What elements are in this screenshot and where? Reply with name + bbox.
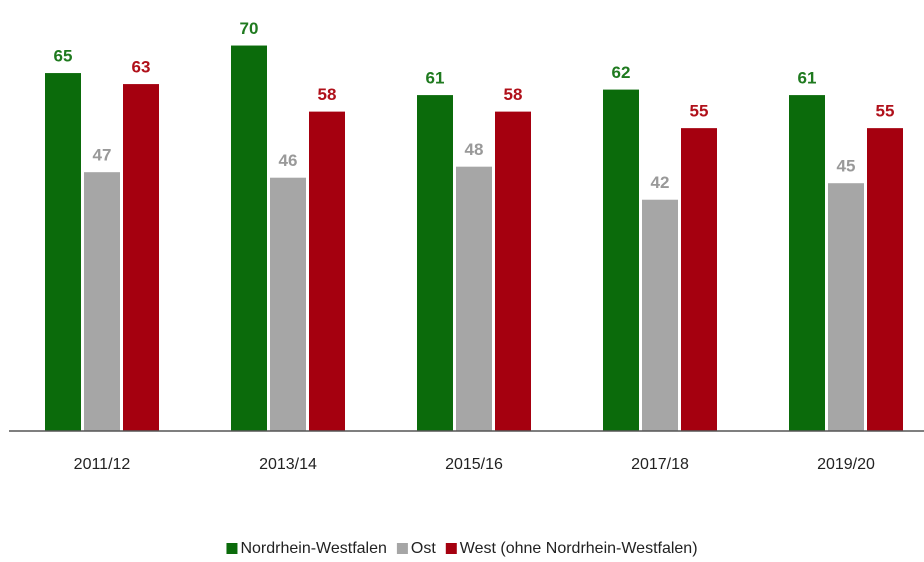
x-tick-label: 2019/20 [817, 456, 875, 473]
bar [45, 73, 81, 432]
bar [417, 95, 453, 432]
x-tick-label: 2013/14 [259, 456, 317, 473]
bar [603, 89, 639, 431]
value-label: 46 [279, 151, 298, 170]
legend-swatch [226, 543, 238, 554]
value-label: 45 [837, 157, 856, 176]
legend-label: West (ohne Nordrhein-Westfalen) [460, 540, 698, 557]
bar [231, 45, 267, 432]
bar [828, 183, 864, 431]
bar [681, 128, 717, 431]
bar [123, 84, 159, 431]
legend-swatch [396, 543, 408, 554]
value-label: 62 [612, 63, 631, 82]
bar [456, 166, 492, 431]
value-label: 48 [465, 140, 484, 159]
value-label: 65 [54, 47, 73, 66]
legend-label: Nordrhein-Westfalen [240, 540, 386, 557]
value-label: 63 [132, 58, 151, 77]
value-label: 42 [651, 173, 670, 192]
value-label: 58 [318, 85, 337, 104]
value-label: 55 [876, 102, 895, 121]
x-tick-label: 2011/12 [74, 456, 131, 473]
value-label: 70 [240, 19, 259, 38]
bar [84, 172, 120, 432]
bar [495, 111, 531, 431]
value-label: 61 [798, 69, 817, 88]
bar [867, 128, 903, 431]
bar [270, 177, 306, 431]
value-label: 55 [690, 102, 709, 121]
value-label: 58 [504, 85, 523, 104]
bar [309, 111, 345, 431]
x-tick-label: 2015/16 [445, 456, 503, 473]
value-label: 47 [93, 146, 112, 165]
bar [789, 95, 825, 432]
x-tick-label: 2017/18 [631, 456, 689, 473]
value-label: 61 [426, 69, 445, 88]
legend-label: Ost [411, 540, 436, 557]
bar [642, 199, 678, 431]
legend-swatch [445, 543, 457, 554]
